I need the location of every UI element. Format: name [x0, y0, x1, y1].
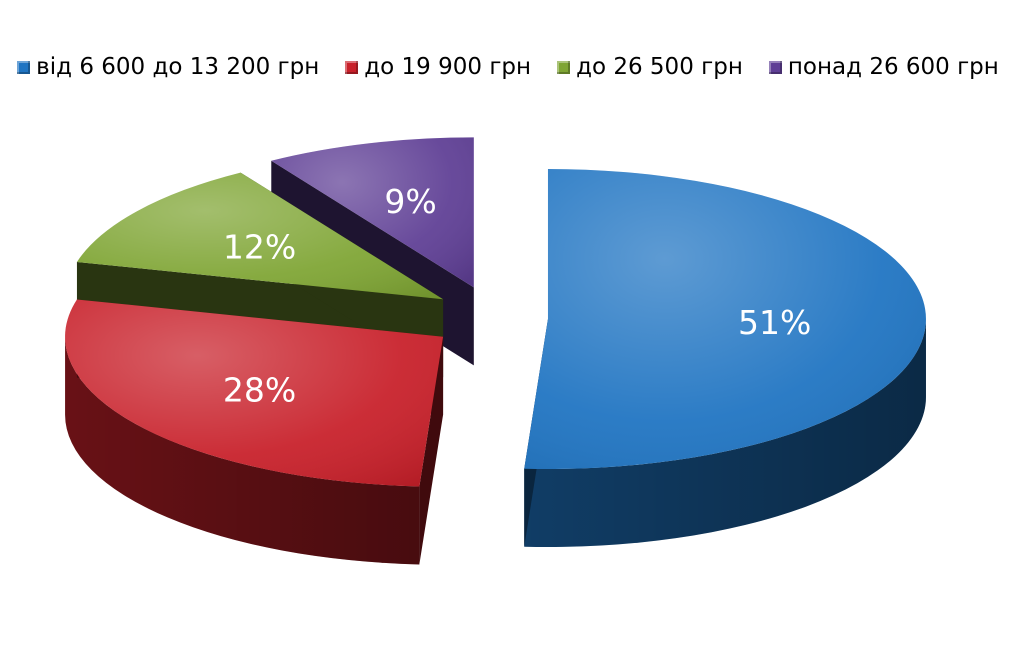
pie-slice: [65, 299, 444, 565]
legend-label: понад 26 600 грн: [787, 54, 999, 80]
legend-swatch: [345, 60, 359, 74]
legend-label: до 19 900 грн: [364, 54, 532, 80]
slice-data-label: 9%: [384, 182, 436, 221]
legend-item: від 6 600 до 13 200 грн: [17, 54, 319, 80]
legend-item: до 26 500 грн: [557, 54, 743, 80]
legend-label: від 6 600 до 13 200 грн: [36, 54, 320, 80]
chart-legend: від 6 600 до 13 200 грн до 19 900 грн до 2…: [0, 50, 1016, 84]
legend-swatch: [17, 60, 31, 74]
legend-item: понад 26 600 грн: [768, 54, 999, 80]
legend-label: до 26 500 грн: [576, 54, 743, 80]
legend-swatch: [768, 60, 782, 74]
slice-data-label: 51%: [738, 303, 811, 342]
slice-data-label: 28%: [223, 371, 296, 410]
slice-data-label: 12%: [223, 227, 296, 266]
pie-slice: [76, 172, 444, 378]
legend-item: до 19 900 грн: [345, 54, 531, 80]
legend-swatch: [557, 60, 571, 74]
pie-slice: [524, 169, 926, 548]
